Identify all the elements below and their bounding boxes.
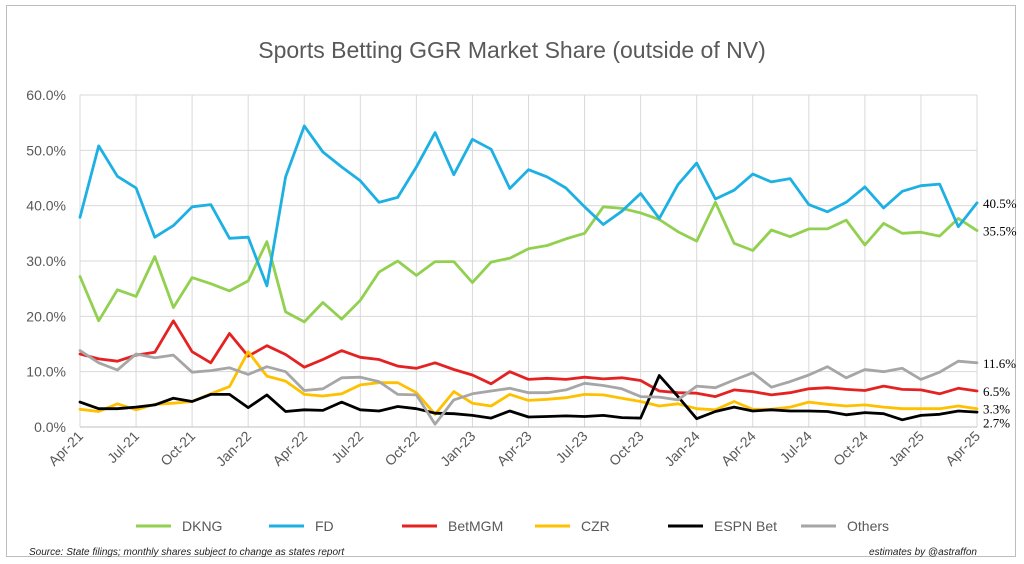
x-tick-label: Jan-25 xyxy=(885,428,927,470)
x-tick-label: Apr-22 xyxy=(269,428,310,469)
x-tick-label: Oct-22 xyxy=(381,428,422,469)
legend-label: Others xyxy=(847,518,889,534)
y-tick-label: 30.0% xyxy=(26,253,66,269)
source-note: Source: State filings; monthly shares su… xyxy=(29,547,345,558)
legend-label: BetMGM xyxy=(448,518,503,534)
x-tick-label: Apr-24 xyxy=(718,428,759,469)
gridlines xyxy=(79,94,978,428)
legend-label: ESPN Bet xyxy=(714,518,777,534)
series-line-others xyxy=(78,349,979,426)
legend-label: DKNG xyxy=(182,518,222,534)
x-axis: Apr-21 Jul-21 Oct-21 Jan-22 Apr-22 Jul-22 Oct-… xyxy=(45,428,983,470)
y-tick-label: 20.0% xyxy=(26,308,66,324)
credit-note: estimates by @astraffon xyxy=(869,547,977,558)
y-tick-label: 60.0% xyxy=(26,87,66,103)
end-label-betmgm: 6.5% xyxy=(983,384,1010,399)
series-line-betmgm xyxy=(78,319,979,399)
line-chart: Sports Betting GGR Market Share (outside… xyxy=(26,37,1017,534)
legend: DKNG FD BetMGM CZR ESPN Bet Others xyxy=(136,518,889,534)
end-label-espn-bet: 2.7% xyxy=(983,416,1010,431)
x-tick-label: Oct-24 xyxy=(830,428,871,469)
series-line-espn-bet xyxy=(78,374,979,422)
legend-label: CZR xyxy=(581,518,610,534)
end-label-fd: 40.5% xyxy=(983,196,1017,211)
end-labels: 40.5% 35.5% 11.6% 6.5% 3.3%2.7% xyxy=(983,196,1017,431)
x-tick-label: Jan-24 xyxy=(661,428,703,470)
end-label-others: 11.6% xyxy=(983,356,1016,371)
x-tick-label: Apr-23 xyxy=(494,428,535,469)
series-lines xyxy=(78,124,979,426)
x-tick-label: Jul-23 xyxy=(552,428,590,466)
y-tick-label: 40.0% xyxy=(26,198,66,214)
legend-label: FD xyxy=(315,518,334,534)
y-tick-label: 0.0% xyxy=(34,419,66,435)
x-tick-label: Jul-24 xyxy=(777,428,815,466)
chart-title: Sports Betting GGR Market Share (outside… xyxy=(258,37,765,63)
y-tick-label: 50.0% xyxy=(26,142,66,158)
series-line-czr xyxy=(78,350,979,416)
x-tick-label: Jul-22 xyxy=(328,428,366,466)
series-line-dkng xyxy=(78,200,979,324)
x-tick-label: Oct-23 xyxy=(606,428,647,469)
x-tick-label: Jan-23 xyxy=(437,428,479,470)
end-label-czr: 3.3% xyxy=(983,402,1010,417)
chart-frame: Sports Betting GGR Market Share (outside… xyxy=(6,5,1017,558)
x-tick-label: Apr-25 xyxy=(942,428,983,469)
x-tick-label: Oct-21 xyxy=(157,428,198,469)
x-tick-label: Jan-22 xyxy=(213,428,255,470)
y-axis: 0.0% 10.0% 20.0% 30.0% 40.0% 50.0% 60.0% xyxy=(26,87,66,435)
series-line-fd xyxy=(78,124,979,288)
y-tick-label: 10.0% xyxy=(26,364,66,380)
end-label-dkng: 35.5% xyxy=(983,224,1017,239)
x-tick-label: Jul-21 xyxy=(104,428,142,466)
